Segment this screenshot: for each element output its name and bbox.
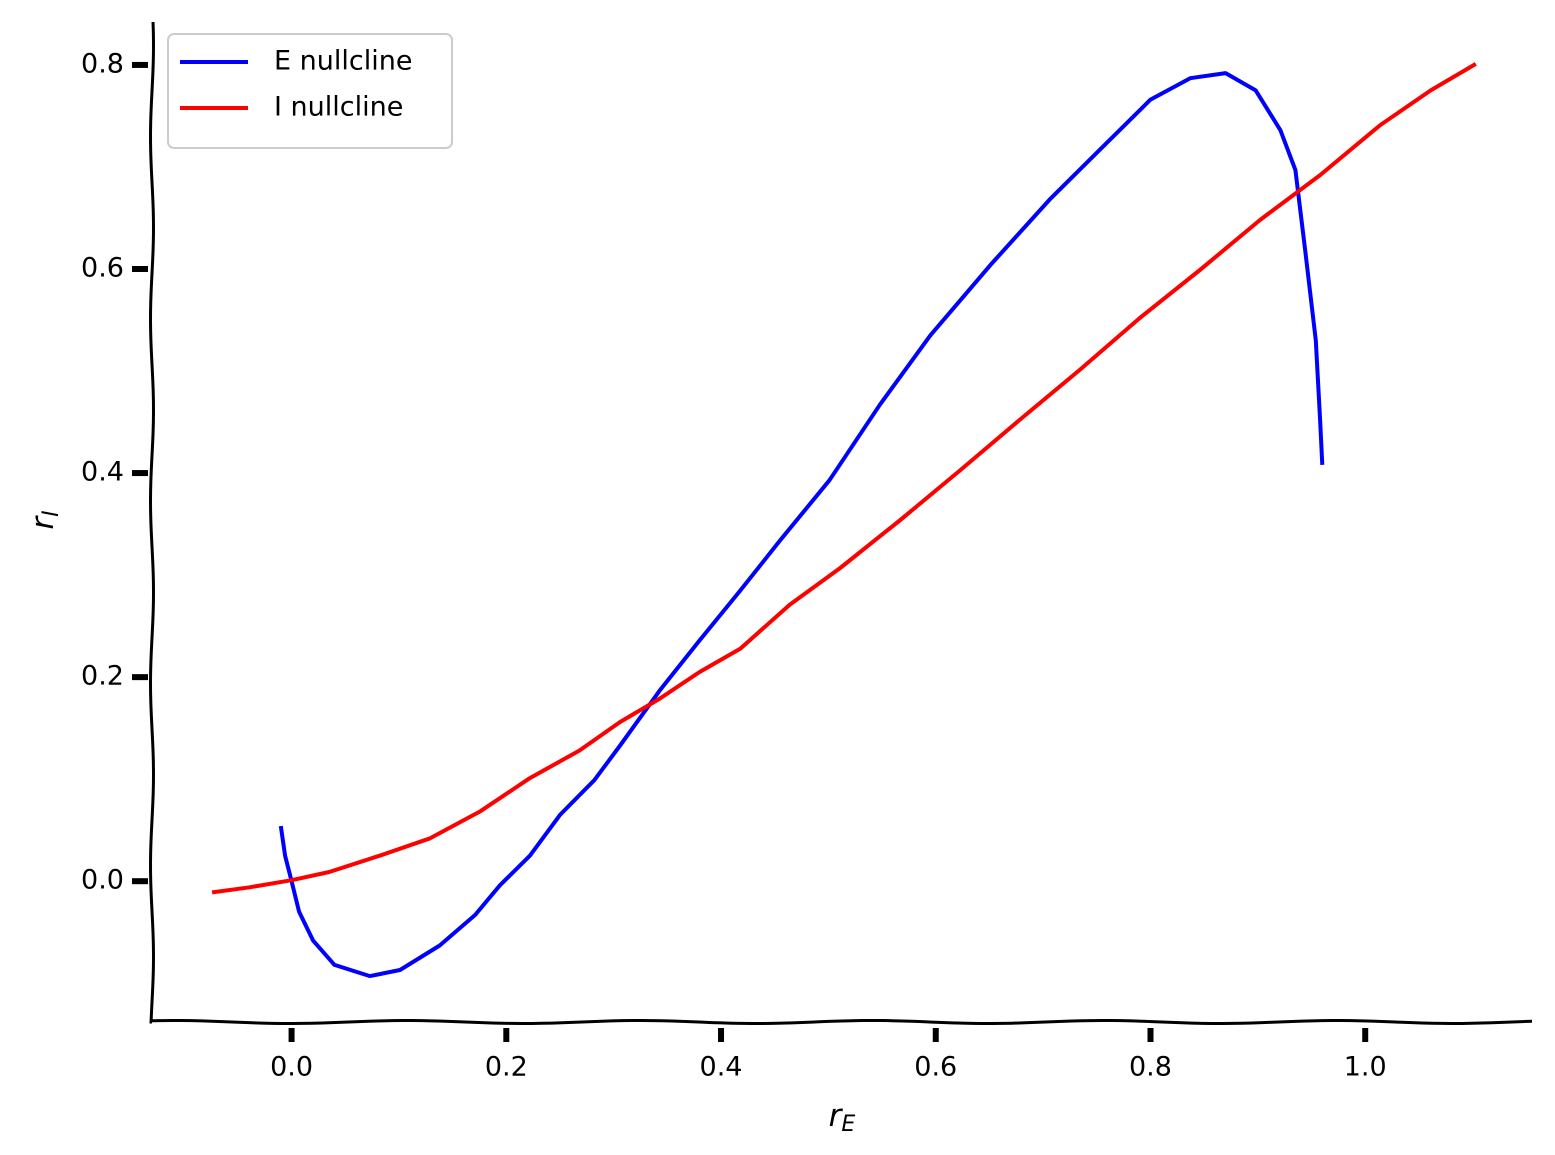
y-tick-label: 0.8 <box>81 48 124 79</box>
x-tick-label: 0.2 <box>485 1052 528 1083</box>
x-tick-label: 0.6 <box>914 1052 957 1083</box>
legend-label: E nullcline <box>274 46 412 77</box>
x-tick-label: 1.0 <box>1344 1052 1387 1083</box>
x-label-sub: E <box>841 1112 855 1137</box>
series-line <box>278 71 1325 979</box>
y-label-sub: I <box>39 510 64 517</box>
x-tick-label: 0.4 <box>700 1052 743 1083</box>
y-axis-spine <box>149 21 156 1024</box>
y-tick-label: 0.0 <box>81 865 124 896</box>
x-axis-label: rE <box>829 1098 856 1138</box>
x-tick-label: 0.8 <box>1129 1052 1172 1083</box>
y-tick-label: 0.4 <box>81 457 124 488</box>
y-axis-label: rI <box>25 510 65 529</box>
y-label-main: r <box>25 515 61 530</box>
y-tick-label: 0.6 <box>81 253 124 284</box>
y-tick-label: 0.2 <box>81 661 124 692</box>
x-tick-label: 0.0 <box>270 1052 313 1083</box>
x-axis-spine <box>150 1018 1533 1026</box>
legend-label: I nullcline <box>274 92 403 123</box>
x-label-main: r <box>829 1098 844 1134</box>
series-line <box>211 62 1477 895</box>
